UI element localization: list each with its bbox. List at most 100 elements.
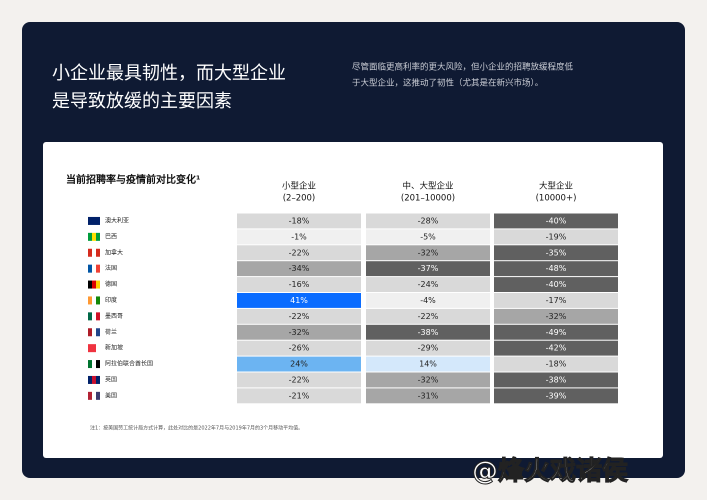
heatmap-cell	[366, 372, 490, 388]
flag-stripe	[92, 216, 96, 225]
country-label: 新加坡	[105, 344, 123, 352]
flag-stripe	[88, 344, 92, 353]
flag-stripe	[88, 375, 92, 384]
cell-value: -42%	[546, 344, 567, 353]
country-label: 德国	[105, 280, 117, 288]
cell-value: -38%	[546, 375, 567, 384]
heatmap-cell	[494, 245, 618, 261]
country-label: 英国	[105, 375, 117, 383]
flag-stripe	[96, 391, 100, 400]
heatmap-cell	[494, 261, 618, 277]
flag-stripe	[92, 296, 96, 305]
flag-stripe	[88, 360, 92, 369]
flag-stripe	[92, 375, 96, 384]
cell-value: -40%	[546, 216, 567, 225]
cell-value: -22%	[418, 312, 439, 321]
cell-value: -26%	[289, 344, 310, 353]
column-header: (201–10000)	[401, 194, 455, 204]
cell-value: -21%	[289, 391, 310, 400]
cell-value: -49%	[546, 328, 567, 337]
heatmap-cell	[237, 308, 361, 324]
cell-value: -16%	[289, 280, 310, 289]
flag-stripe	[92, 328, 96, 337]
country-label: 加拿大	[105, 248, 123, 256]
flag-stripe	[96, 375, 100, 384]
heatmap-cell	[237, 245, 361, 261]
heatmap-cell	[494, 372, 618, 388]
flag-stripe	[96, 344, 100, 353]
flag-stripe	[88, 216, 92, 225]
heatmap-cell	[494, 324, 618, 340]
table: 小型企业 (2–200) 中、大型企业 (201–10000) 大型企业 (10000+)…	[88, 181, 618, 404]
cell-value: -22%	[289, 375, 310, 384]
cell-value: -48%	[546, 264, 567, 273]
heatmap-cell	[237, 213, 361, 229]
cell-value: -5%	[420, 232, 436, 241]
cell-value: -31%	[418, 391, 439, 400]
cell-value: -22%	[289, 312, 310, 321]
heatmap-cell	[494, 356, 618, 372]
flag-stripe	[92, 344, 96, 353]
heatmap-cell	[366, 277, 490, 292]
title-line: 小企业最具韧性，而大型企业	[52, 63, 286, 84]
watermark: @烽火戏诸侯	[472, 457, 628, 487]
cell-value: -28%	[418, 216, 439, 225]
heatmap-cell	[366, 261, 490, 277]
cell-value: -37%	[418, 264, 439, 273]
country-label: 法国	[105, 264, 117, 272]
country-label: 阿拉伯联合酋长国	[105, 360, 153, 368]
heatmap-cell	[366, 293, 490, 308]
flag-stripe	[92, 248, 96, 257]
flag-stripe	[88, 232, 92, 241]
title-line: 是导致放缓的主要因素	[52, 91, 232, 112]
flag-stripe	[96, 264, 100, 273]
flag-stripe	[88, 296, 92, 305]
heatmap-cell	[237, 293, 361, 308]
cell-value: -19%	[546, 232, 567, 241]
heatmap-cell	[366, 245, 490, 261]
country-label: 美国	[105, 391, 117, 399]
cell-value: -18%	[546, 360, 567, 369]
country-label: 巴西	[105, 233, 117, 240]
cell-value: -17%	[546, 296, 567, 305]
country-label: 澳大利亚	[105, 216, 129, 224]
heatmap-cell	[237, 340, 361, 356]
heatmap-cell	[366, 229, 490, 245]
cell-value: -22%	[289, 248, 310, 257]
column-header: (2–200)	[283, 194, 316, 204]
flag-stripe	[88, 312, 92, 321]
heatmap-cell	[494, 213, 618, 229]
heatmap-cell	[494, 388, 618, 404]
flag-stripe	[92, 312, 96, 321]
cell-value: -32%	[289, 328, 310, 337]
cell-value: 41%	[290, 296, 308, 305]
cell-value: -34%	[289, 264, 310, 273]
heatmap-cell	[366, 340, 490, 356]
description-line: 尽管面临更高利率的更大风险，但小企业的招聘放缓程度低	[352, 62, 574, 73]
flag-stripe	[92, 360, 96, 369]
cell-value: -39%	[546, 391, 567, 400]
heatmap-cell	[366, 388, 490, 404]
cell-value: -32%	[418, 375, 439, 384]
flag-stripe	[92, 264, 96, 273]
flag-stripe	[96, 216, 100, 225]
flag-stripe	[88, 328, 92, 337]
heatmap-cell	[366, 308, 490, 324]
heatmap-cell	[494, 340, 618, 356]
heatmap-cell	[494, 277, 618, 292]
column-header: 中、大型企业	[402, 181, 453, 192]
heatmap-cell	[237, 324, 361, 340]
column-header: 大型企业	[539, 181, 573, 192]
flag-stripe	[92, 391, 96, 400]
heatmap-cell	[237, 229, 361, 245]
country-label: 墨西哥	[105, 313, 123, 320]
country-label: 印度	[105, 296, 117, 304]
heatmap-cell	[237, 372, 361, 388]
cell-value: -40%	[546, 280, 567, 289]
heatmap-cell	[366, 356, 490, 372]
flag-stripe	[92, 232, 96, 241]
column-header: 小型企业	[282, 181, 316, 192]
cell-value: -29%	[418, 344, 439, 353]
